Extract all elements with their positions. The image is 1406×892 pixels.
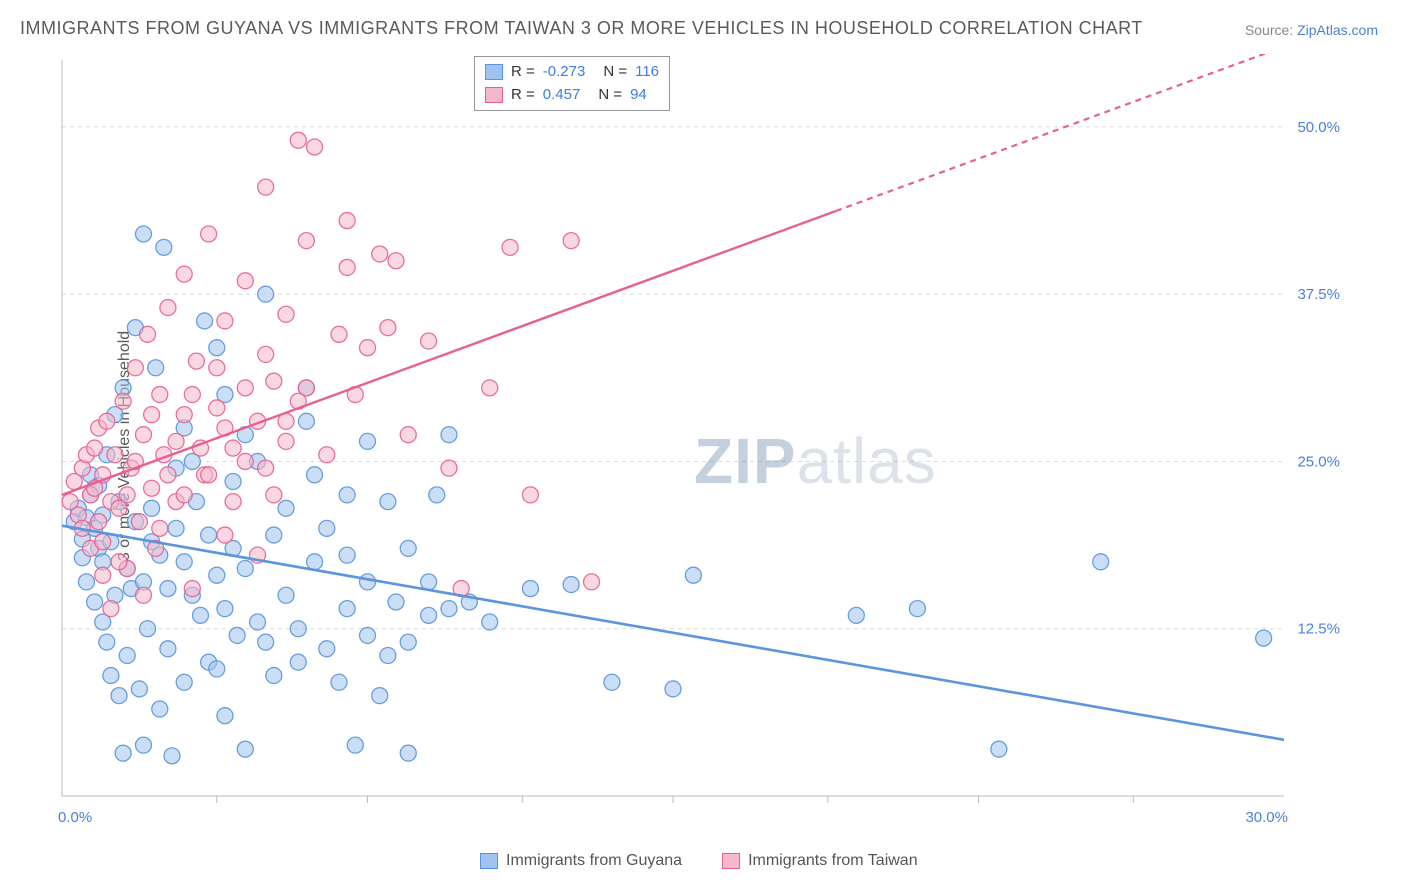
legend-r-value: -0.273 [543, 61, 586, 84]
legend-label: Immigrants from Guyana [506, 852, 682, 870]
source-link[interactable]: ZipAtlas.com [1297, 22, 1378, 38]
legend-r-value: 0.457 [543, 84, 581, 107]
stats-legend-row: R = -0.273 N = 116 [485, 61, 659, 84]
legend-n-label: N = [598, 84, 622, 107]
svg-text:12.5%: 12.5% [1297, 621, 1340, 638]
legend-swatch [480, 853, 498, 869]
chart-svg: 12.5% 25.0% 37.5% 50.0% 0.0% 30.0% [54, 54, 1374, 834]
source-label: Source: [1245, 22, 1297, 38]
legend-swatch [485, 64, 503, 80]
svg-text:30.0%: 30.0% [1245, 809, 1288, 826]
stats-legend: R = -0.273 N = 116 R = 0.457 N = 94 [474, 56, 670, 111]
legend-item: Immigrants from Guyana [480, 852, 682, 870]
legend-n-label: N = [603, 61, 627, 84]
svg-text:50.0%: 50.0% [1297, 119, 1340, 136]
bottom-legend: Immigrants from Guyana Immigrants from Ta… [480, 852, 918, 870]
legend-n-value: 116 [635, 61, 659, 84]
stats-legend-row: R = 0.457 N = 94 [485, 84, 659, 107]
svg-text:0.0%: 0.0% [58, 809, 92, 826]
legend-r-label: R = [511, 84, 535, 107]
legend-swatch [722, 853, 740, 869]
legend-label: Immigrants from Taiwan [748, 852, 918, 870]
svg-text:25.0%: 25.0% [1297, 453, 1340, 470]
legend-n-value: 94 [630, 84, 647, 107]
legend-r-label: R = [511, 61, 535, 84]
source: Source: ZipAtlas.com [1245, 22, 1378, 38]
svg-text:37.5%: 37.5% [1297, 286, 1340, 303]
chart-title: IMMIGRANTS FROM GUYANA VS IMMIGRANTS FRO… [20, 18, 1143, 39]
legend-item: Immigrants from Taiwan [722, 852, 918, 870]
legend-swatch [485, 87, 503, 103]
plot-area: 12.5%25.0%37.5%50.0%0.0%30.0% ZIPatlas R… [54, 54, 1374, 834]
